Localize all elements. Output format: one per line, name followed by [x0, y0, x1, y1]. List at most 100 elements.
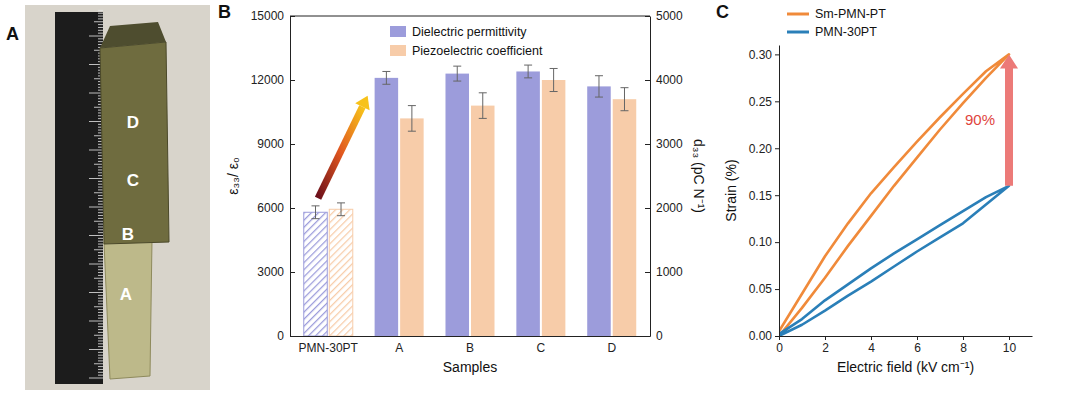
tick: 0.20: [749, 142, 779, 156]
tick: B: [466, 341, 474, 355]
tick-mark: [775, 336, 779, 337]
axis-line: [779, 46, 780, 337]
bar: [304, 212, 328, 336]
ruler-tick: [98, 209, 103, 210]
tick-mark: [290, 16, 295, 17]
ruler-tick: [98, 312, 103, 313]
plot-area: [304, 65, 636, 336]
tick-label: 6000: [257, 201, 284, 215]
ruler-tick: [98, 41, 103, 42]
tick-label: 4: [868, 341, 875, 355]
crystal-upper: [100, 42, 169, 244]
tick-label: 0.20: [749, 142, 773, 156]
ruler-tick: [94, 306, 103, 307]
tick-label: 9000: [257, 137, 284, 151]
error-bar: [312, 206, 320, 219]
bar: [375, 78, 399, 336]
line: [382, 84, 390, 85]
error-bar: [595, 76, 603, 97]
tick: 0.25: [749, 95, 779, 109]
ruler-tick: [98, 195, 103, 196]
tick: 15000: [251, 9, 295, 23]
line: [550, 68, 558, 69]
ruler-tick: [98, 283, 103, 284]
ruler-tick: [89, 349, 103, 350]
error-bar: [382, 71, 390, 84]
line: [337, 215, 345, 216]
ruler-tick: [98, 226, 103, 227]
bar: [400, 118, 424, 336]
ruler-tick: [98, 346, 103, 347]
line: [553, 68, 554, 91]
tick-label: A: [395, 341, 403, 355]
tick-label: 15000: [251, 9, 285, 23]
line: [408, 131, 416, 132]
line: [312, 205, 320, 206]
tick: 1000: [645, 265, 683, 279]
axis-title: Samples: [443, 359, 497, 375]
ruler-tick: [98, 326, 103, 327]
ruler-tick: [98, 289, 103, 290]
panel-letter: C: [716, 2, 729, 22]
bar: [613, 99, 637, 336]
ruler-tick: [94, 192, 103, 193]
error-bar: [337, 203, 345, 216]
axis-line: [650, 17, 651, 337]
line: [382, 71, 390, 72]
ruler-tick: [98, 355, 103, 356]
tick-label: 0: [277, 329, 284, 343]
ruler-tick: [98, 269, 103, 270]
legend-label: Piezoelectric coefficient: [412, 44, 543, 58]
tick: 5000: [645, 9, 683, 23]
figure: ADCBAB0300060009000120001500001000200030…: [0, 0, 1080, 397]
bar: [542, 80, 566, 336]
tick: 10: [1003, 336, 1017, 355]
tick: D: [607, 341, 616, 355]
bar: [587, 86, 611, 336]
tick-label: 3000: [257, 265, 284, 279]
error-bar: [453, 66, 461, 81]
tick-label: 12000: [251, 73, 285, 87]
tick: 0.10: [749, 235, 779, 249]
ruler-tick: [98, 204, 103, 205]
photo-panel: ADCBA: [6, 5, 210, 390]
line: [453, 66, 461, 67]
line: [479, 118, 487, 119]
axis: 0.000.050.100.150.200.250.30: [749, 46, 780, 344]
legend-swatch: [390, 45, 406, 56]
ruler-tick: [89, 235, 103, 236]
tick: 0.15: [749, 189, 779, 203]
ruler-tick: [98, 241, 103, 242]
axis: 0246810: [776, 336, 1032, 355]
ruler-tick: [98, 189, 103, 190]
trend-arrow: [318, 107, 362, 199]
error-bar: [620, 88, 628, 111]
ruler-tick: [98, 340, 103, 341]
ruler-tick: [98, 187, 103, 188]
tick-mark: [645, 16, 650, 17]
ruler-tick: [98, 352, 103, 353]
ruler-tick: [98, 372, 103, 373]
tick-mark: [290, 208, 295, 209]
bar: [516, 71, 540, 336]
bar: [445, 74, 469, 336]
section-label: B: [122, 225, 134, 244]
legend-label: Dielectric permittivity: [412, 25, 527, 39]
legend-label: Sm-PMN-PT: [815, 7, 886, 21]
ruler-tick: [98, 286, 103, 287]
tick-mark: [645, 272, 650, 273]
axis-title: Strain (%): [723, 159, 739, 221]
tick-label: 6: [914, 341, 921, 355]
tick-label: 8: [960, 341, 967, 355]
line: [550, 91, 558, 92]
axis: 0 3000 6000 9000 12000 15000: [251, 9, 295, 343]
tick: 3000: [645, 137, 683, 151]
tick-label: 1000: [656, 265, 683, 279]
ruler-tick: [98, 261, 103, 262]
ruler-tick: [98, 229, 103, 230]
ruler-tick: [98, 258, 103, 259]
line: [312, 218, 320, 219]
tick: PMN-30PT: [299, 341, 359, 355]
line: [620, 110, 628, 111]
axis: PMN-30PTABCD: [291, 337, 651, 355]
